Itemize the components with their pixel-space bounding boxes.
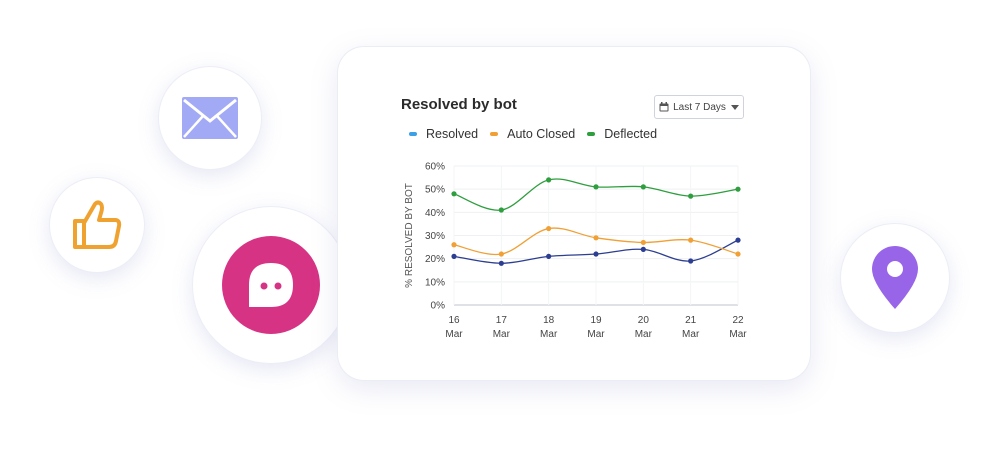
- thumb-bubble: [50, 178, 144, 272]
- data-point-resolved: [498, 260, 504, 266]
- data-point-auto-closed: [735, 251, 741, 257]
- data-point-resolved: [640, 246, 646, 252]
- data-point-deflected: [451, 191, 457, 197]
- y-tick-label: 40%: [425, 208, 445, 219]
- data-point-resolved: [688, 258, 694, 264]
- legend-label: Resolved: [426, 127, 479, 141]
- data-point-resolved: [735, 237, 741, 243]
- x-tick-day: 18: [543, 315, 555, 326]
- x-tick-day: 16: [448, 315, 460, 326]
- legend-label: Auto Closed: [507, 127, 576, 141]
- thumb-outline: [73, 200, 122, 249]
- thumbs-up-icon: [73, 200, 122, 249]
- date-range-dropdown[interactable]: Last 7 Days: [654, 95, 744, 119]
- x-tick-day: 19: [590, 315, 602, 326]
- data-point-auto-closed: [546, 225, 552, 232]
- chart-plot: 0% 10% 20% 30% 40% 50% 60% 16 Mar 17 Mar 18 Mar 19 Mar…: [404, 162, 747, 341]
- envelope-icon: [182, 97, 238, 139]
- legend-item-deflected[interactable]: Deflected: [587, 127, 657, 141]
- pin-bubble: [841, 224, 949, 332]
- x-tick-day: 22: [732, 315, 744, 326]
- chart-card: Resolved by bot Last 7 Days Resolved Auto…: [338, 47, 810, 380]
- envelope-body: [182, 97, 238, 139]
- data-point-deflected: [498, 207, 504, 213]
- y-tick-label: 0%: [431, 301, 446, 312]
- data-point-auto-closed: [688, 237, 694, 243]
- chat-bubble-icon: [222, 236, 320, 334]
- data-point-deflected: [735, 186, 741, 192]
- x-tick-day: 17: [496, 315, 508, 326]
- x-tick-day: 21: [685, 315, 697, 326]
- chat-bubble-circle: [193, 207, 349, 363]
- data-point-resolved: [546, 253, 552, 259]
- data-point-deflected: [640, 184, 646, 190]
- chevron-down-icon: [730, 104, 739, 110]
- legend-swatch: [490, 132, 499, 136]
- data-point-resolved: [451, 253, 457, 259]
- data-point-auto-closed: [640, 239, 646, 246]
- chart-legend: Resolved Auto Closed Deflected: [409, 127, 657, 141]
- calendar-icon: [659, 102, 669, 112]
- date-range-label: Last 7 Days: [673, 101, 726, 113]
- x-tick-month: Mar: [635, 329, 653, 340]
- data-point-auto-closed: [498, 251, 504, 257]
- legend-swatch: [587, 132, 596, 136]
- y-tick-label: 20%: [425, 254, 445, 265]
- data-point-deflected: [593, 184, 599, 190]
- x-tick-day: 20: [638, 315, 650, 326]
- x-tick-month: Mar: [493, 329, 511, 340]
- x-tick-month: Mar: [540, 329, 558, 340]
- mail-bubble: [159, 67, 261, 169]
- data-point-auto-closed: [593, 235, 599, 241]
- y-tick-label: 50%: [425, 185, 445, 196]
- x-tick-month: Mar: [729, 329, 747, 340]
- y-axis-label: % RESOLVED BY BOT: [404, 183, 415, 288]
- data-point-resolved: [593, 251, 599, 257]
- legend-swatch: [409, 132, 417, 136]
- legend-item-auto-closed[interactable]: Auto Closed: [490, 127, 575, 141]
- x-tick-month: Mar: [682, 329, 700, 340]
- x-tick-month: Mar: [587, 329, 605, 340]
- data-point-deflected: [688, 193, 694, 199]
- y-tick-label: 60%: [425, 162, 445, 173]
- x-tick-month: Mar: [445, 329, 463, 340]
- location-pin-icon: [872, 246, 918, 309]
- legend-item-resolved[interactable]: Resolved: [409, 127, 478, 141]
- data-point-deflected: [546, 177, 552, 183]
- chart-title: Resolved by bot: [401, 96, 517, 113]
- legend-label: Deflected: [604, 127, 658, 141]
- y-tick-label: 10%: [425, 277, 445, 288]
- y-tick-label: 30%: [425, 231, 445, 242]
- data-point-auto-closed: [451, 242, 457, 248]
